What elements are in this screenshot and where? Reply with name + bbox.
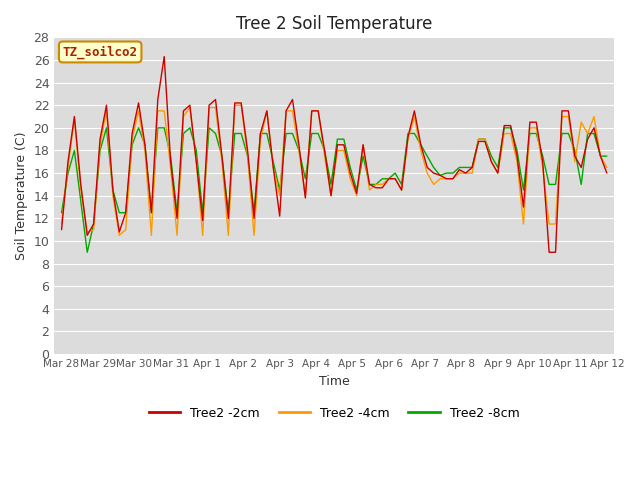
Y-axis label: Soil Temperature (C): Soil Temperature (C) — [15, 132, 28, 260]
X-axis label: Time: Time — [319, 374, 349, 387]
Legend: Tree2 -2cm, Tree2 -4cm, Tree2 -8cm: Tree2 -2cm, Tree2 -4cm, Tree2 -8cm — [144, 402, 524, 424]
Title: Tree 2 Soil Temperature: Tree 2 Soil Temperature — [236, 15, 433, 33]
Text: TZ_soilco2: TZ_soilco2 — [63, 45, 138, 59]
